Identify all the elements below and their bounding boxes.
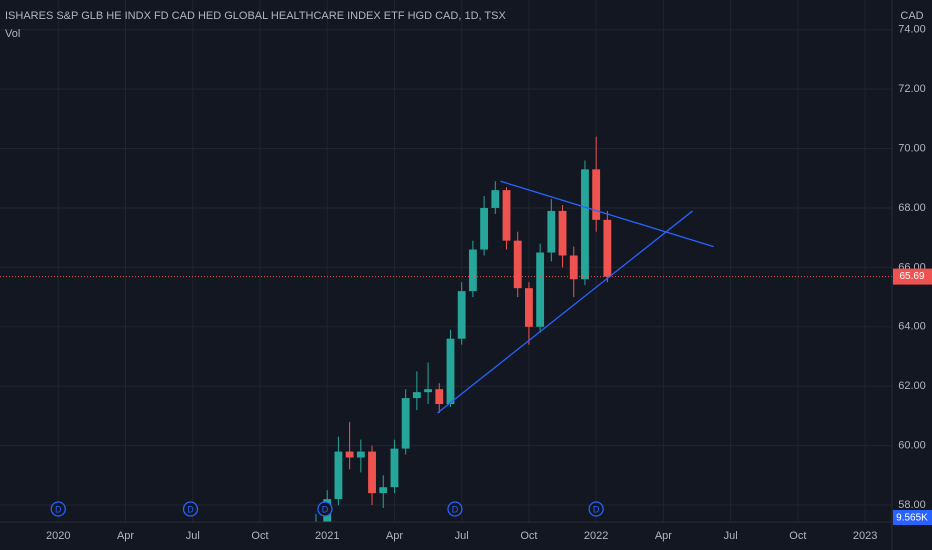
x-tick-label: Oct [789, 530, 806, 542]
x-tick-label: Oct [520, 530, 537, 542]
candle-body [513, 240, 522, 289]
currency-label: CAD [900, 10, 923, 22]
candle-body [491, 190, 500, 208]
candle-body [592, 169, 601, 220]
dividend-label: D [593, 504, 600, 514]
grid [0, 0, 892, 522]
candle-body [424, 389, 432, 393]
x-tick-label: Oct [251, 530, 268, 542]
candle-body [390, 448, 399, 488]
dividend-marker [182, 501, 199, 517]
candle-body [379, 487, 388, 494]
candle-body [569, 255, 578, 280]
candle-body [401, 398, 410, 449]
candle-body [435, 389, 444, 405]
candle-body [547, 210, 556, 253]
candle-body [468, 249, 477, 292]
volume-label: 9.565K [896, 513, 928, 524]
candle-body [502, 190, 511, 241]
y-tick-label: 72.00 [898, 83, 926, 95]
volume-legend: Vol [5, 28, 20, 40]
candle-body [356, 451, 365, 458]
x-tick-label: 2020 [46, 530, 70, 542]
candle-body [581, 169, 589, 280]
x-tick-label: Apr [117, 530, 134, 542]
dividend-label: D [322, 504, 329, 514]
last-price-label: 65.69 [899, 271, 924, 282]
dividend-marker [588, 501, 604, 517]
chart-title: ISHARES S&P GLB HE INDX FD CAD HED GLOBA… [5, 10, 506, 22]
candle-body [368, 451, 376, 494]
y-tick-label: 68.00 [898, 202, 926, 214]
x-tick-label: Apr [386, 530, 403, 542]
y-tick-label: 62.00 [898, 380, 926, 392]
candle-body [558, 210, 567, 256]
trendline [437, 210, 693, 414]
x-tick-label: Jul [186, 530, 200, 542]
axes: 58.0060.0062.0064.0066.0068.0070.0072.00… [46, 24, 932, 542]
candle-body [525, 288, 533, 327]
candle-body [457, 291, 466, 339]
x-tick-label: Jul [455, 530, 469, 542]
y-tick-label: 74.00 [898, 24, 926, 36]
dividend-marker [50, 501, 66, 517]
candle-body [480, 207, 489, 250]
candle-body [334, 451, 343, 500]
x-tick-label: 2023 [853, 530, 877, 542]
dividend-marker [447, 501, 463, 517]
y-tick-label: 58.00 [898, 499, 926, 511]
dividend-label: D [187, 504, 194, 514]
dividend-marker [317, 501, 333, 517]
trendline [500, 180, 714, 248]
candle-body [446, 338, 455, 405]
candle-body [345, 451, 354, 458]
x-tick-label: 2021 [315, 530, 339, 542]
last-price-box [893, 268, 932, 285]
x-tick-label: Apr [655, 530, 672, 542]
y-tick-label: 70.00 [898, 142, 926, 154]
y-tick-label: 64.00 [898, 321, 926, 333]
candle-body [412, 392, 421, 399]
candle-body [536, 252, 545, 327]
dividend-label: D [55, 504, 62, 514]
x-tick-label: 2022 [584, 530, 608, 542]
dividend-label: D [452, 504, 459, 514]
candle-body [603, 219, 612, 277]
x-tick-label: Jul [724, 530, 738, 542]
volume-box [893, 510, 932, 525]
y-tick-label: 60.00 [898, 440, 926, 452]
